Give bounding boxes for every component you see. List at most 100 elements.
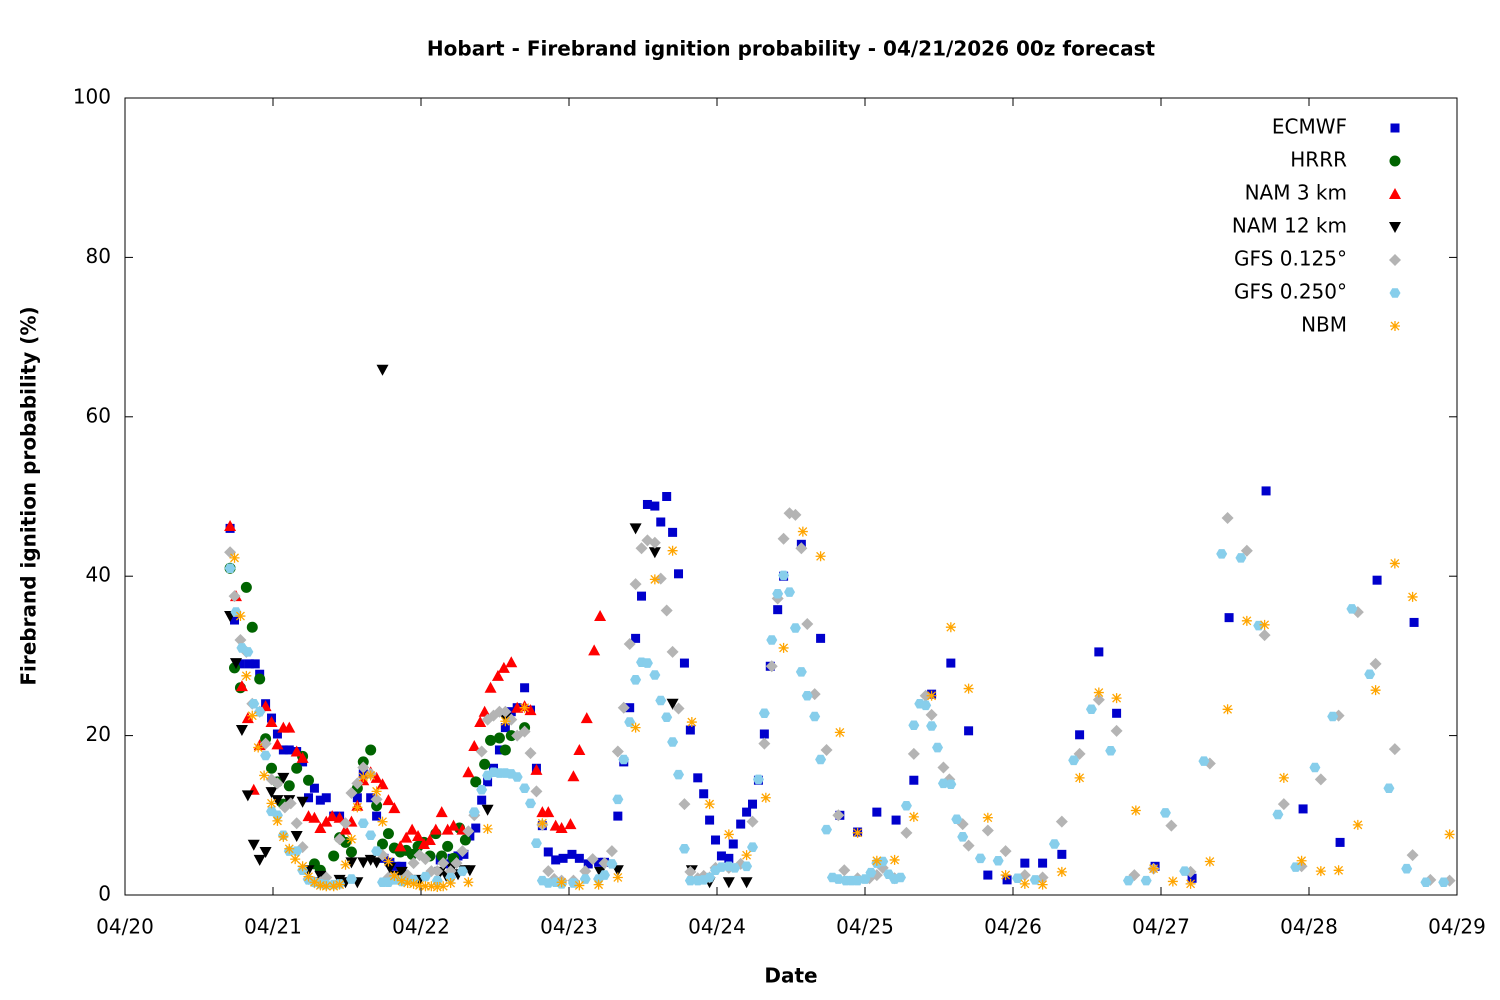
point <box>1235 553 1247 563</box>
point <box>1327 711 1339 722</box>
point <box>1406 849 1419 862</box>
point <box>630 675 642 685</box>
y-tick-label: 0 <box>98 882 111 906</box>
point <box>407 857 420 870</box>
x-tick-label: 04/26 <box>984 915 1042 939</box>
point <box>542 806 555 818</box>
point <box>679 658 689 668</box>
point <box>685 725 695 735</box>
point <box>542 865 555 878</box>
point <box>511 772 523 782</box>
point <box>729 863 741 873</box>
point <box>365 830 377 840</box>
point <box>290 817 303 830</box>
point <box>497 661 510 673</box>
point <box>254 706 266 717</box>
point <box>519 702 530 713</box>
point <box>678 844 690 854</box>
point <box>1011 873 1023 884</box>
point <box>235 659 245 669</box>
point <box>667 545 678 556</box>
point <box>598 857 611 870</box>
point <box>271 777 284 790</box>
point <box>377 816 388 827</box>
point <box>586 853 599 866</box>
point <box>371 786 382 797</box>
x-tick-label: 04/22 <box>392 915 450 939</box>
point <box>240 581 252 593</box>
point <box>838 864 851 877</box>
point <box>1094 647 1104 657</box>
point <box>406 823 419 835</box>
point <box>230 658 242 670</box>
point <box>784 587 796 597</box>
point <box>365 770 376 781</box>
point <box>649 574 660 585</box>
point <box>437 857 450 870</box>
point <box>724 853 734 863</box>
point <box>442 840 454 852</box>
point <box>684 865 697 878</box>
point <box>612 794 624 805</box>
point <box>244 659 254 669</box>
point <box>722 877 735 889</box>
point <box>1130 805 1141 816</box>
point <box>983 870 993 880</box>
point <box>674 569 684 579</box>
point <box>981 824 994 837</box>
point <box>594 857 604 867</box>
point <box>551 855 561 865</box>
point <box>395 866 408 878</box>
point <box>524 704 537 716</box>
point <box>525 798 537 809</box>
legend-marker <box>1390 321 1400 331</box>
point <box>746 815 759 828</box>
point <box>668 527 678 537</box>
point <box>982 812 993 823</box>
point <box>573 743 586 755</box>
point <box>871 855 882 866</box>
point <box>1037 879 1048 890</box>
point <box>254 673 266 685</box>
point <box>579 874 591 884</box>
point <box>414 880 425 891</box>
point <box>815 551 826 562</box>
point <box>1179 866 1191 876</box>
point <box>542 878 554 888</box>
point <box>630 722 641 733</box>
point <box>758 737 771 750</box>
point <box>471 823 481 833</box>
point <box>852 827 863 838</box>
point <box>747 842 759 852</box>
point <box>1383 783 1395 793</box>
point <box>741 850 752 861</box>
point <box>583 859 593 869</box>
point <box>500 716 511 727</box>
point <box>957 832 969 842</box>
point <box>419 853 432 866</box>
point <box>567 770 580 782</box>
point <box>406 848 418 860</box>
point <box>296 751 309 763</box>
point <box>481 804 494 816</box>
point <box>772 588 784 599</box>
x-tick-label: 04/24 <box>688 915 746 939</box>
legend-label: GFS 0.250° <box>1234 280 1347 304</box>
point <box>328 850 340 862</box>
point <box>926 721 938 731</box>
point <box>371 800 383 812</box>
point <box>711 835 721 845</box>
point <box>475 745 488 758</box>
point <box>815 754 827 765</box>
point <box>518 725 531 738</box>
point <box>642 499 652 509</box>
point <box>242 647 254 657</box>
point <box>742 807 752 817</box>
point <box>1335 837 1345 847</box>
point <box>224 519 237 531</box>
plot-frame <box>124 97 1458 896</box>
point <box>383 856 394 867</box>
point <box>684 875 696 886</box>
point <box>470 776 482 788</box>
point <box>660 604 673 617</box>
